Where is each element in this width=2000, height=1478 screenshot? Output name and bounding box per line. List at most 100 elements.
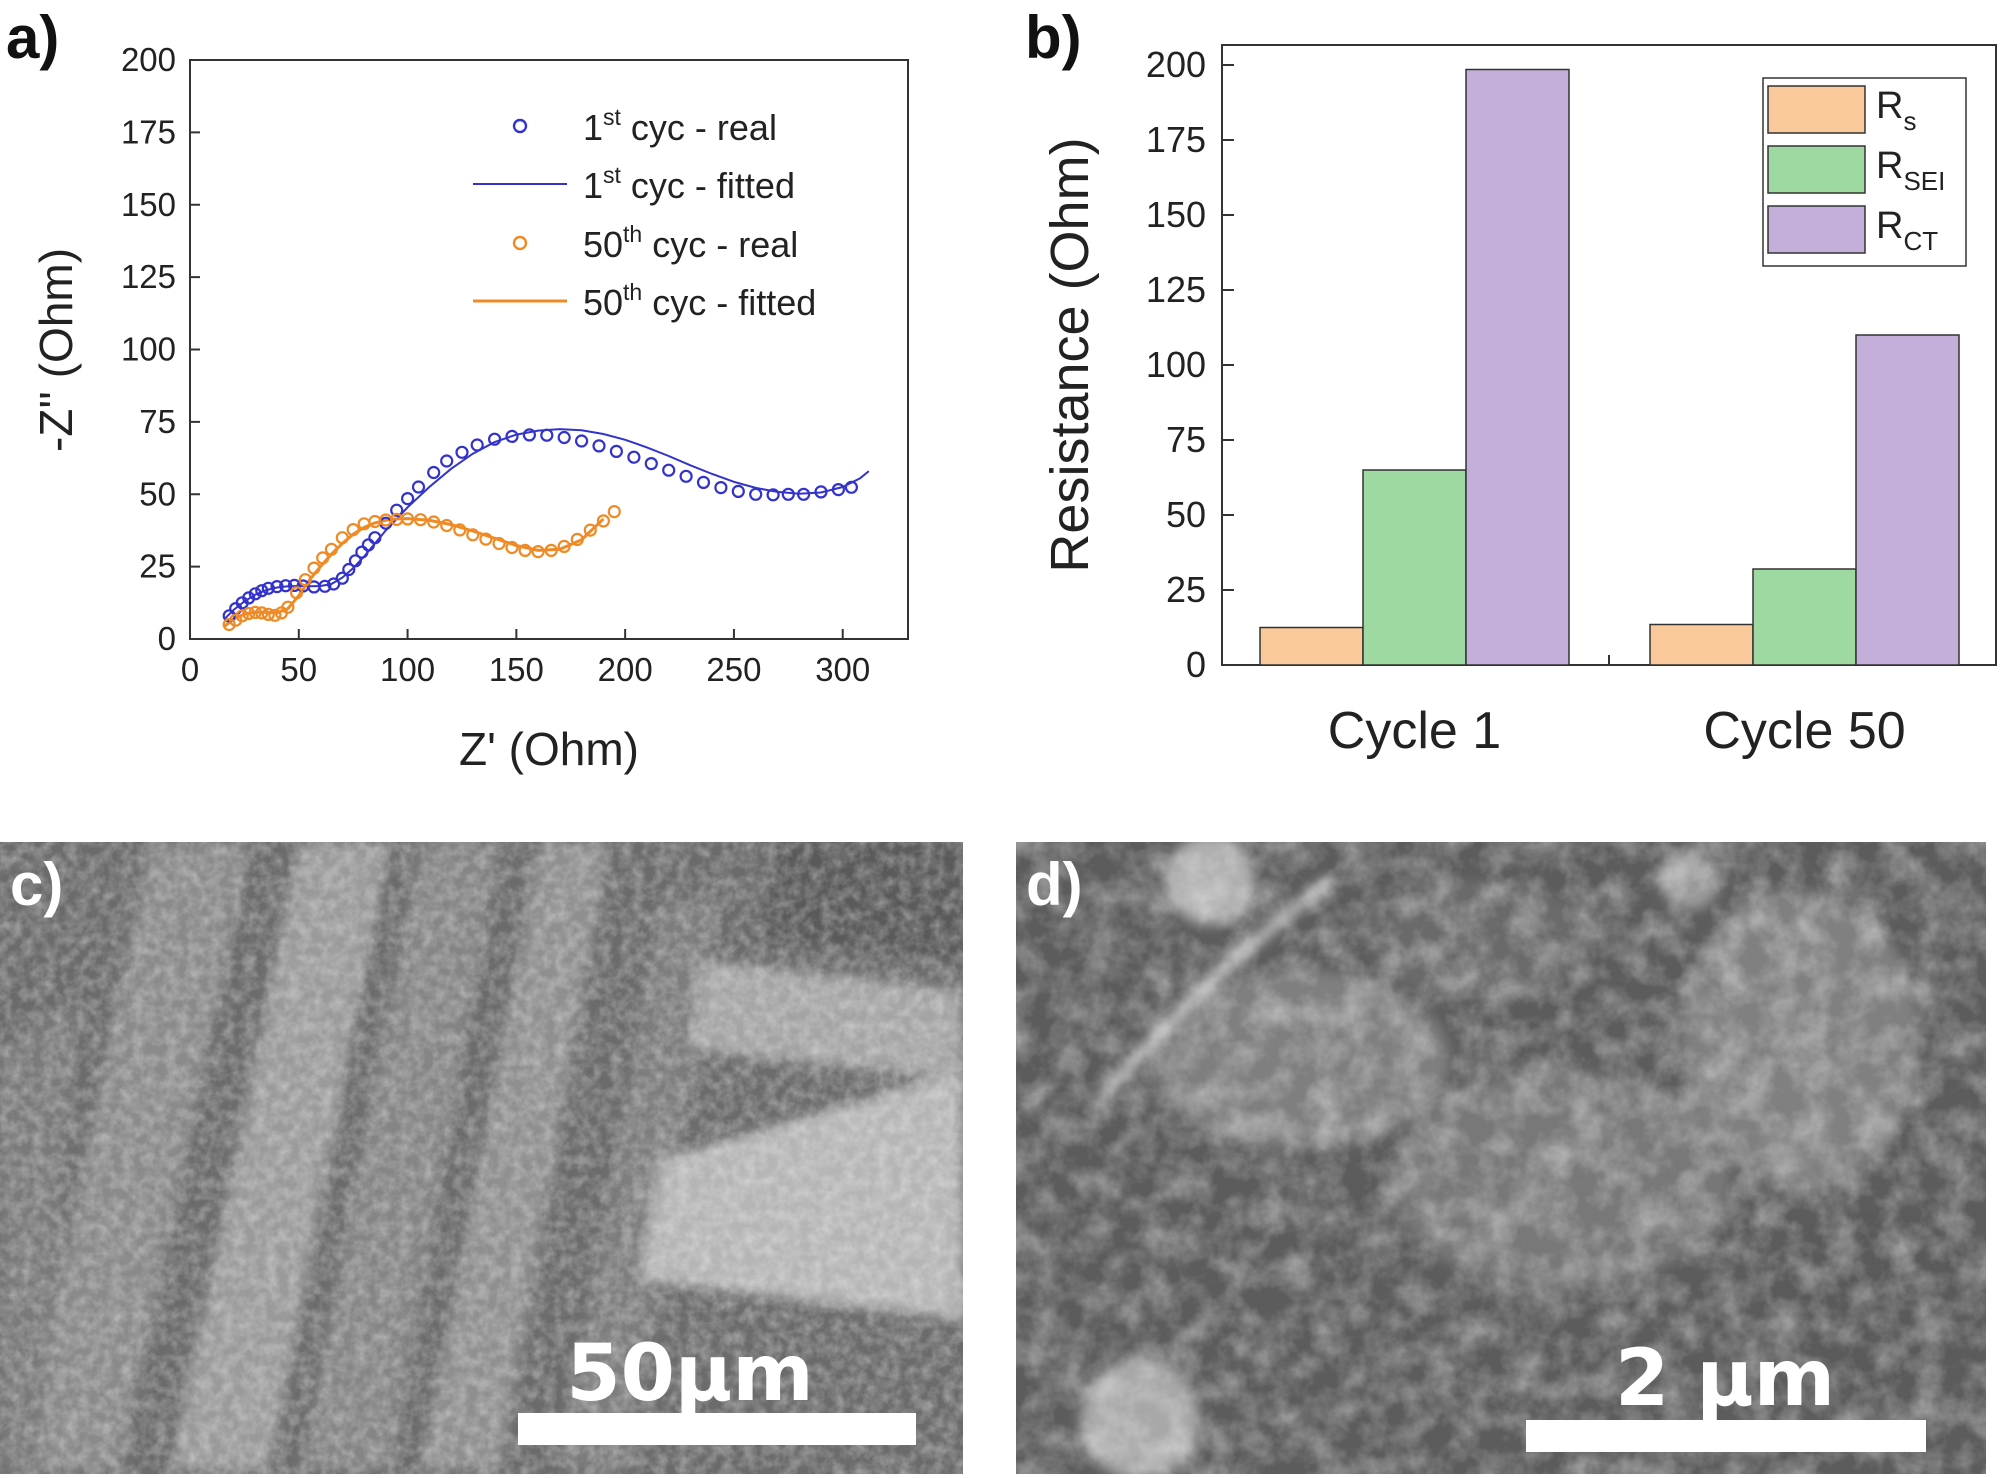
data-point bbox=[298, 573, 312, 587]
data-point bbox=[270, 579, 284, 594]
y-tick-label: 125 bbox=[1146, 269, 1206, 310]
panel-label-b: b) bbox=[1025, 4, 1082, 71]
data-point bbox=[342, 562, 356, 577]
data-point bbox=[479, 532, 493, 546]
y-tick-label: 50 bbox=[139, 475, 176, 512]
data-point bbox=[814, 485, 828, 499]
legend: Rs RSEI RCT bbox=[1762, 77, 1967, 267]
x-tick-label: 300 bbox=[815, 651, 870, 688]
y-tick-label: 25 bbox=[1166, 569, 1206, 610]
legend-item: 1st cyc - fitted bbox=[473, 162, 795, 206]
data-point bbox=[766, 488, 780, 502]
data-point bbox=[279, 579, 293, 593]
legend-marker bbox=[512, 118, 528, 134]
x-tick-label: 0 bbox=[181, 651, 199, 688]
panel-label-a: a) bbox=[6, 4, 59, 71]
scale-bar bbox=[518, 1413, 916, 1445]
fitted-line bbox=[224, 428, 870, 620]
data-point bbox=[368, 531, 382, 545]
data-point bbox=[453, 523, 467, 537]
data-point bbox=[261, 581, 275, 595]
data-point bbox=[327, 577, 341, 591]
data-point bbox=[470, 438, 484, 452]
data-point bbox=[455, 445, 469, 459]
data-point bbox=[540, 428, 554, 442]
data-point bbox=[583, 523, 597, 537]
bar bbox=[1855, 334, 1960, 666]
legend-item: 50th cyc - fitted bbox=[473, 279, 816, 323]
y-tick-label: 200 bbox=[121, 41, 176, 78]
y-tick-label: 175 bbox=[121, 113, 176, 150]
scale-bar bbox=[1526, 1420, 1926, 1452]
data-point bbox=[401, 492, 415, 506]
data-point bbox=[627, 450, 641, 464]
legend-item: 50th cyc - real bbox=[512, 221, 798, 265]
x-tick-label: 50 bbox=[280, 651, 317, 688]
impedance-chart: a) 0 25 50 75 100 125 150 175 200 0 50 100 150 200 25… bbox=[6, 4, 909, 775]
series-group bbox=[222, 428, 870, 632]
legend-item: RSEI bbox=[1767, 145, 1945, 196]
data-point bbox=[492, 536, 506, 551]
data-point bbox=[281, 600, 295, 614]
legend-label: 50th cyc - real bbox=[583, 221, 798, 265]
y-tick-label: 25 bbox=[139, 548, 176, 585]
legend-label: 1st cyc - fitted bbox=[583, 162, 795, 206]
y-tick-label: 0 bbox=[158, 620, 176, 657]
data-point bbox=[261, 607, 275, 622]
data-point bbox=[440, 518, 454, 533]
data-point bbox=[696, 475, 711, 489]
y-tick-label: 75 bbox=[1166, 419, 1206, 460]
y-tick-label: 0 bbox=[1186, 644, 1206, 685]
data-point bbox=[355, 545, 369, 559]
data-point bbox=[574, 434, 589, 448]
y-axis-title: Resistance (Ohm) bbox=[1040, 137, 1100, 572]
bar bbox=[1362, 469, 1467, 666]
legend: 1st cyc - real 1st cyc - fitted 50th cyc -… bbox=[473, 104, 816, 323]
data-point bbox=[348, 554, 362, 568]
data-point bbox=[557, 539, 571, 554]
scale-bar-label: 50µm bbox=[566, 1329, 813, 1419]
data-point bbox=[242, 606, 256, 621]
data-point bbox=[414, 513, 428, 527]
legend-item: Rs bbox=[1767, 85, 1916, 136]
data-point bbox=[609, 444, 624, 458]
data-point bbox=[316, 551, 330, 565]
sem-noise bbox=[0, 842, 963, 1474]
data-point bbox=[749, 487, 763, 501]
data-point bbox=[242, 591, 256, 605]
data-point bbox=[679, 469, 693, 483]
data-point bbox=[346, 522, 360, 537]
data-point bbox=[731, 484, 745, 498]
data-point bbox=[522, 428, 537, 442]
x-axis-title: Z' (Ohm) bbox=[459, 723, 639, 775]
x-tick-label: 250 bbox=[706, 651, 761, 688]
sem-image-low-mag: c) 50µm bbox=[0, 842, 963, 1474]
data-point bbox=[427, 465, 441, 480]
data-point bbox=[592, 439, 606, 453]
bar bbox=[1259, 626, 1364, 666]
data-point bbox=[596, 514, 611, 528]
y-axis: 0 25 50 75 100 125 150 175 200 bbox=[1146, 44, 1234, 685]
legend-label: RSEI bbox=[1876, 145, 1945, 196]
data-point bbox=[662, 463, 676, 477]
data-point bbox=[248, 587, 262, 601]
panel-label-c: c) bbox=[10, 851, 63, 918]
y-tick-label: 125 bbox=[121, 258, 176, 295]
panel-label-d: d) bbox=[1026, 851, 1083, 918]
data-point bbox=[570, 532, 584, 547]
y-tick-label: 75 bbox=[139, 403, 176, 440]
data-point bbox=[361, 538, 375, 552]
plot-frame bbox=[189, 59, 909, 640]
data-point bbox=[518, 543, 532, 558]
bar bbox=[1752, 568, 1857, 666]
legend-label: Rs bbox=[1876, 85, 1916, 136]
data-point bbox=[488, 432, 502, 446]
legend-label: 50th cyc - fitted bbox=[583, 279, 816, 323]
data-point bbox=[440, 454, 454, 468]
data-point bbox=[390, 503, 404, 517]
data-point bbox=[557, 430, 571, 445]
data-point bbox=[831, 483, 846, 497]
y-axis: 0 25 50 75 100 125 150 175 200 bbox=[121, 41, 200, 657]
legend-swatch bbox=[1767, 145, 1866, 194]
